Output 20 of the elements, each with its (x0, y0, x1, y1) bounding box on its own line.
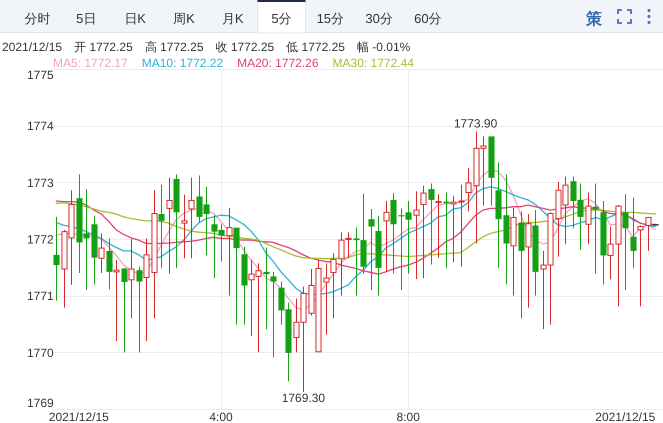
text: 低 1772.25 (286, 40, 346, 54)
text: 高 1772.25 (144, 40, 204, 54)
x-tick-label: 2021/12/15 (48, 410, 110, 423)
text: 2021/12/15 (2, 40, 62, 54)
x-tick-label: 4:00 (209, 410, 234, 423)
y-tick-label: 1772 (27, 232, 54, 246)
text: 收 1772.25 (216, 40, 275, 54)
legend: MA5: 1772.17 MA10: 1772.22 MA20: 1772.26 MA30: 1772.44 (53, 56, 414, 70)
y-tick-label: 1773 (27, 176, 54, 190)
x-tick-label: 8:00 (396, 410, 420, 423)
y-tick-label: 1775 (27, 68, 54, 82)
text: 开 1772.25 (74, 40, 134, 54)
text: 幅 -0.01% (356, 40, 411, 54)
y-tick-label: 1769 (27, 396, 54, 410)
y-tick-label: 1770 (27, 346, 54, 360)
y-tick-label: 1771 (27, 289, 54, 304)
x-tick-label: 2021/12/15 (595, 410, 656, 423)
annotation: 1769.30 (282, 391, 326, 405)
y-tick-label: 1774 (27, 119, 54, 134)
annotation: 1773.90 (454, 116, 498, 130)
